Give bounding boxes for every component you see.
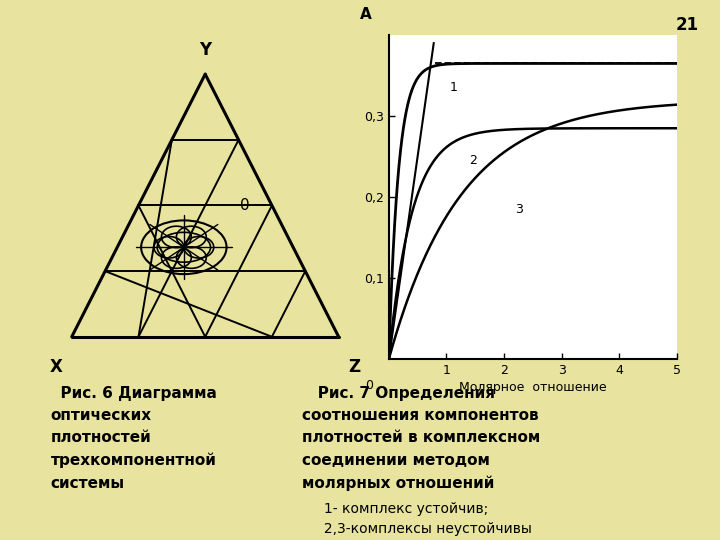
Text: A: A xyxy=(360,7,372,22)
Text: Рис. 7 Определения
соотношения компонентов
плотностей в комплексном
соединении м: Рис. 7 Определения соотношения компонент… xyxy=(302,386,541,491)
Text: Z: Z xyxy=(348,357,361,376)
Text: 21: 21 xyxy=(675,16,698,34)
Text: Рис. 6 Диаграмма
оптических
плотностей
трехкомпонентной
системы: Рис. 6 Диаграмма оптических плотностей т… xyxy=(50,386,217,491)
X-axis label: Молярное  отношение: Молярное отношение xyxy=(459,381,607,394)
Text: 2: 2 xyxy=(469,154,477,167)
Text: 3: 3 xyxy=(516,202,523,216)
Text: Y: Y xyxy=(199,41,211,59)
Text: 1- комплекс устойчив;
     2,3-комплексы неустойчивы: 1- комплекс устойчив; 2,3-комплексы неус… xyxy=(302,502,532,536)
Text: 1: 1 xyxy=(449,81,457,94)
Text: 0: 0 xyxy=(364,379,373,392)
Text: X: X xyxy=(49,357,62,376)
Text: 0: 0 xyxy=(240,198,250,213)
